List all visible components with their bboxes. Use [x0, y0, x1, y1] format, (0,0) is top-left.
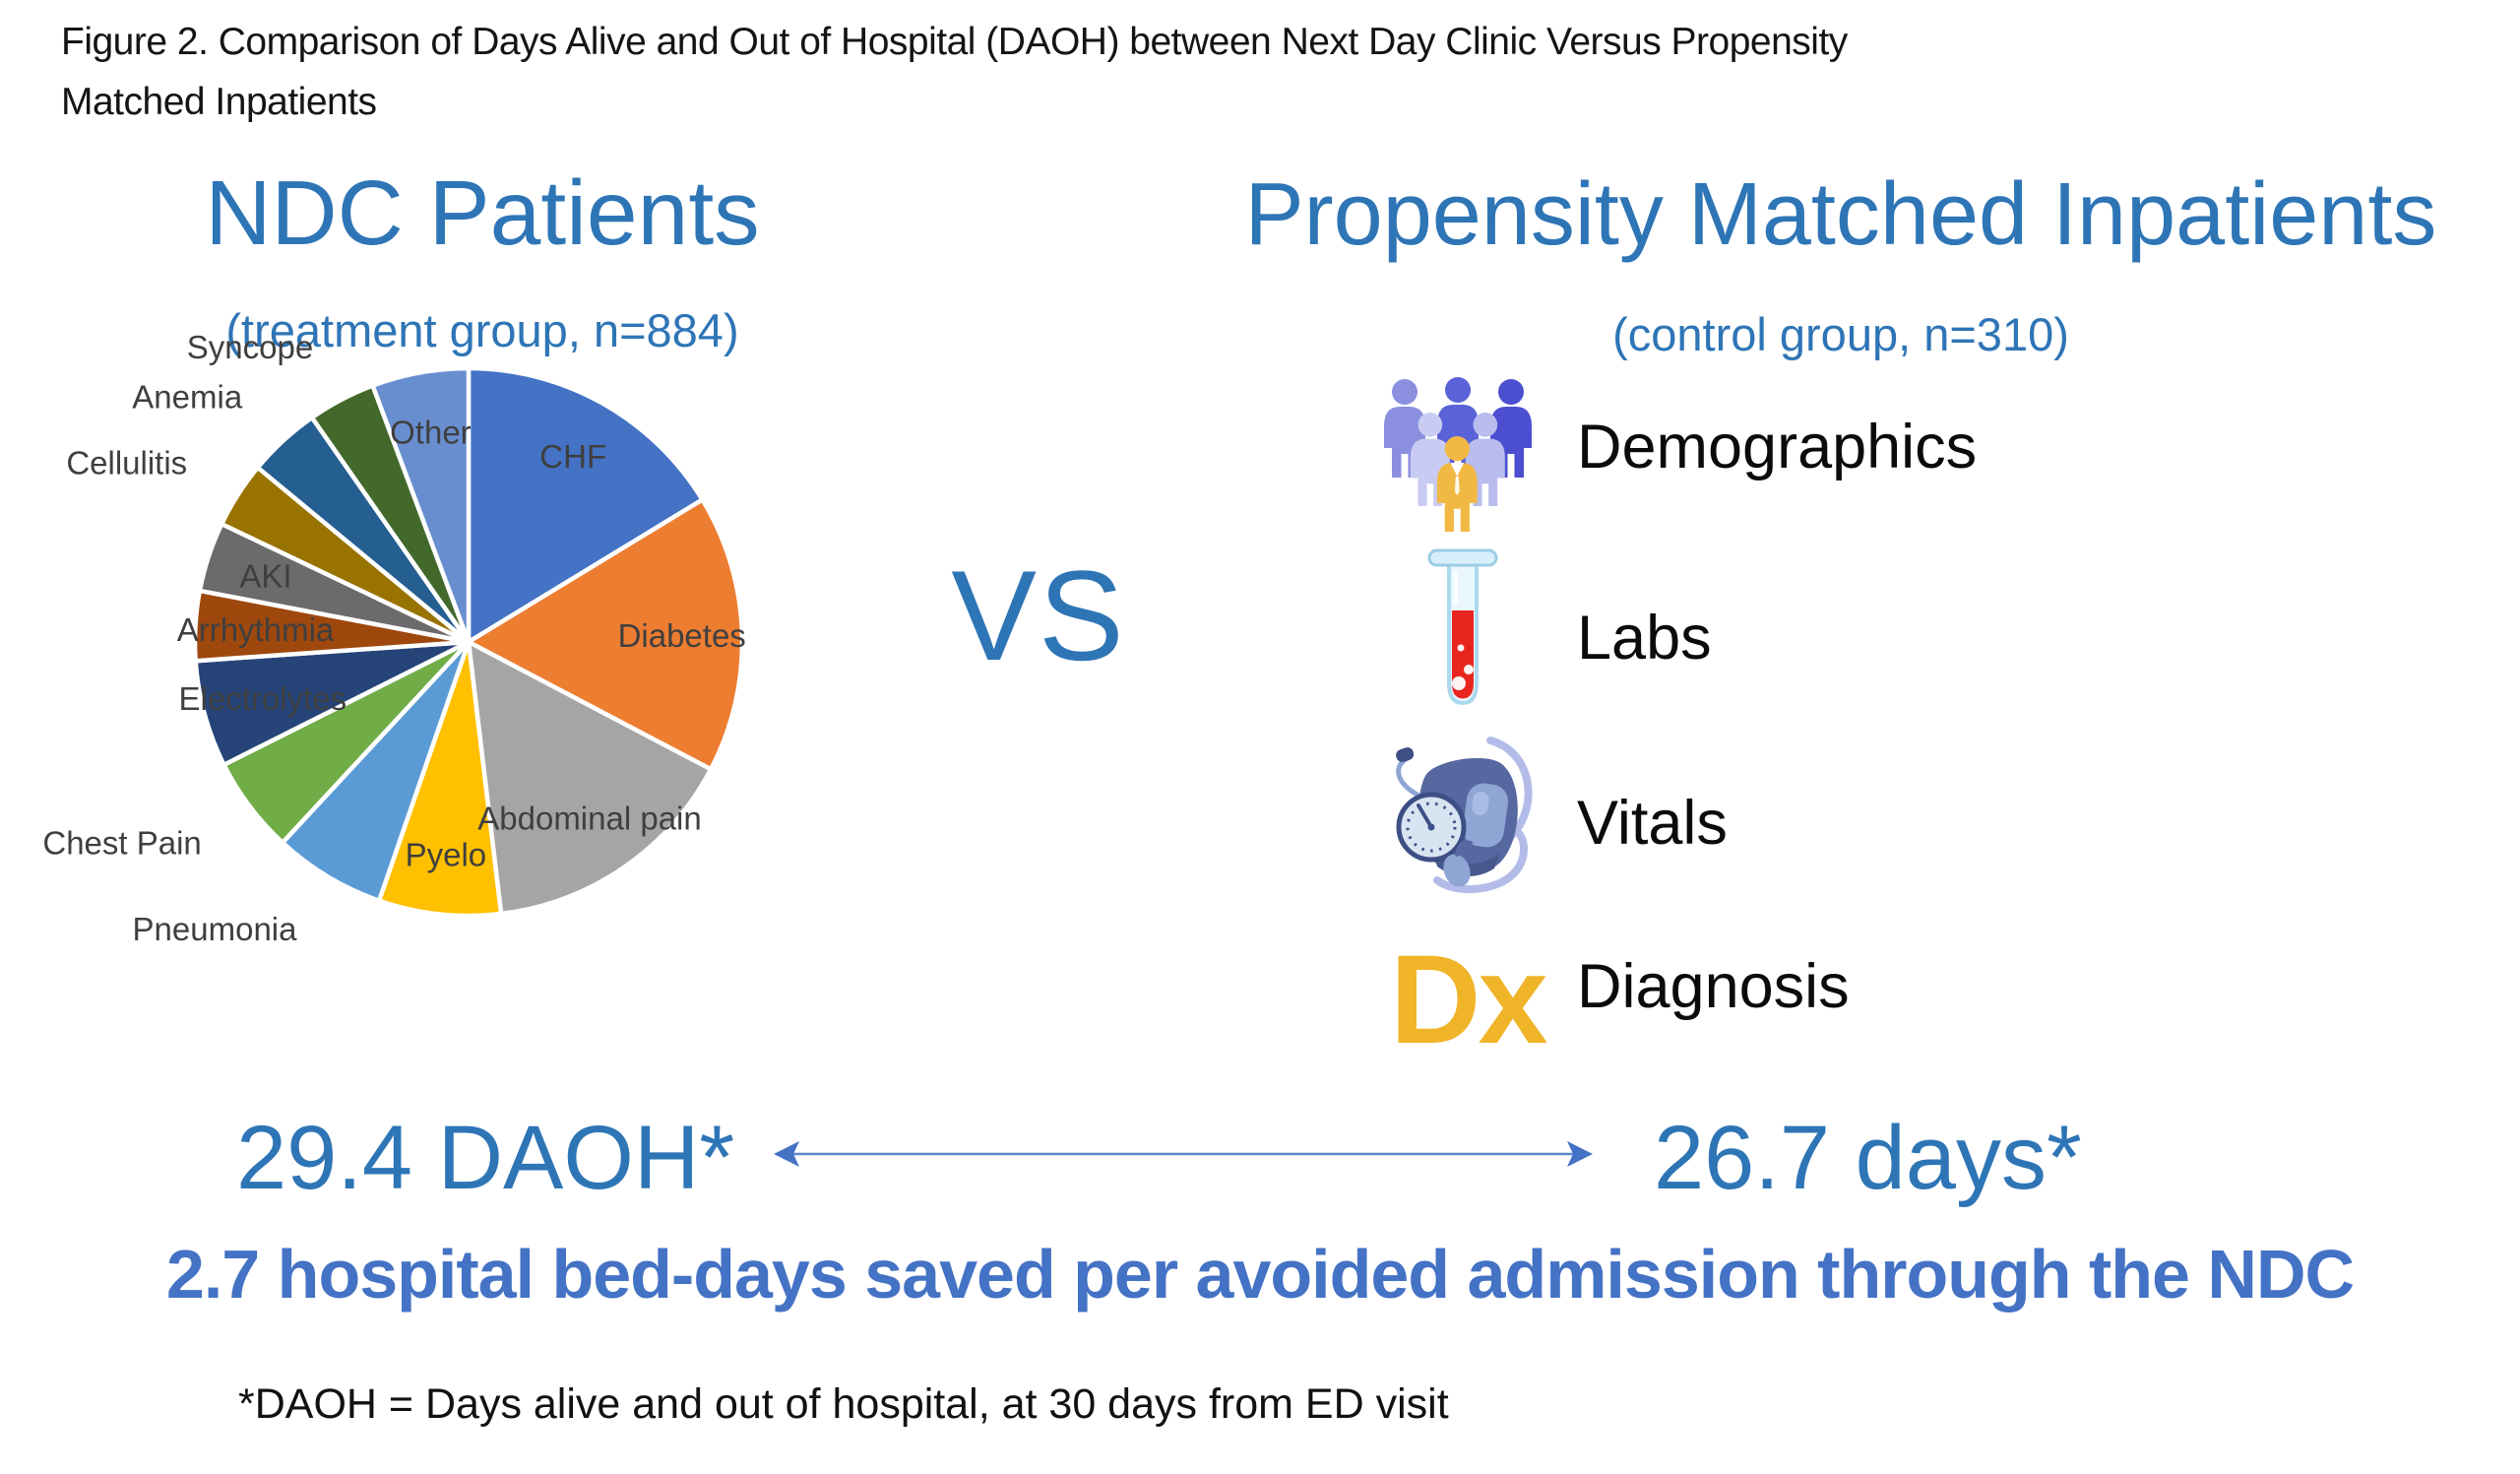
vs-label: VS	[951, 544, 1126, 687]
demographics-label: Demographics	[1577, 413, 1978, 481]
pie-slice-label: Chest Pain	[42, 825, 201, 862]
vitals-label: Vitals	[1577, 789, 1728, 858]
diagnosis-label: Diagnosis	[1577, 952, 1850, 1021]
pie-slice-label: Diabetes	[618, 617, 746, 654]
left-right-arrow-icon	[774, 1141, 1593, 1167]
pie-slice-label: Cellulitis	[66, 444, 187, 481]
blood-pressure-cuff-icon	[1396, 737, 1533, 894]
pie-slice-label: Pyelo	[406, 837, 487, 873]
people-group-icon	[1384, 377, 1532, 532]
treatment-group-subtitle: (treatment group, n=884)	[225, 304, 739, 356]
pie-slice-other	[370, 365, 472, 645]
labs-label: Labs	[1577, 604, 1712, 673]
pie-slice-label: Arrhythmia	[177, 611, 335, 648]
pie-slice-diabetes	[466, 497, 745, 772]
control-group-subtitle: (control group, n=310)	[1612, 308, 2069, 360]
pie-slice-label: CHF	[539, 438, 606, 475]
pie-slice-chf	[466, 365, 705, 645]
figure-title-line-1: Figure 2. Comparison of Days Alive and O…	[61, 21, 1848, 63]
figure-title-line-2: Matched Inpatients	[61, 81, 377, 123]
pie-slice-label: AKI	[239, 557, 291, 594]
summary-line: 2.7 hospital bed-days saved per avoided …	[165, 1236, 2355, 1313]
pie-slice-label: Other	[390, 415, 472, 451]
propensity-matched-heading: Propensity Matched Inpatients	[1244, 165, 2437, 264]
pie-slice-label: Anemia	[132, 379, 243, 416]
figure-title: Figure 2. Comparison of Days Alive and O…	[61, 12, 2473, 132]
pie-slice-label: Syncope	[187, 329, 313, 365]
daoh-footnote: *DAOH = Days alive and out of hospital, …	[238, 1380, 1449, 1428]
test-tube-icon	[1427, 548, 1498, 706]
pie-slice-label: Pneumonia	[133, 911, 298, 947]
ndc-daoh-value: 29.4 DAOH*	[236, 1108, 735, 1208]
inpatient-days-value: 26.7 days*	[1654, 1108, 2082, 1208]
pie-slice-label: Abdominal pain	[477, 801, 702, 837]
ndc-patients-heading: NDC Patients	[205, 161, 760, 264]
pie-slice-abdominal-pain	[466, 639, 714, 917]
pie-slice-pyelo	[376, 639, 504, 919]
pie-slice-label: Electrolytes	[179, 680, 347, 717]
dx-icon: Dx	[1390, 929, 1548, 1070]
